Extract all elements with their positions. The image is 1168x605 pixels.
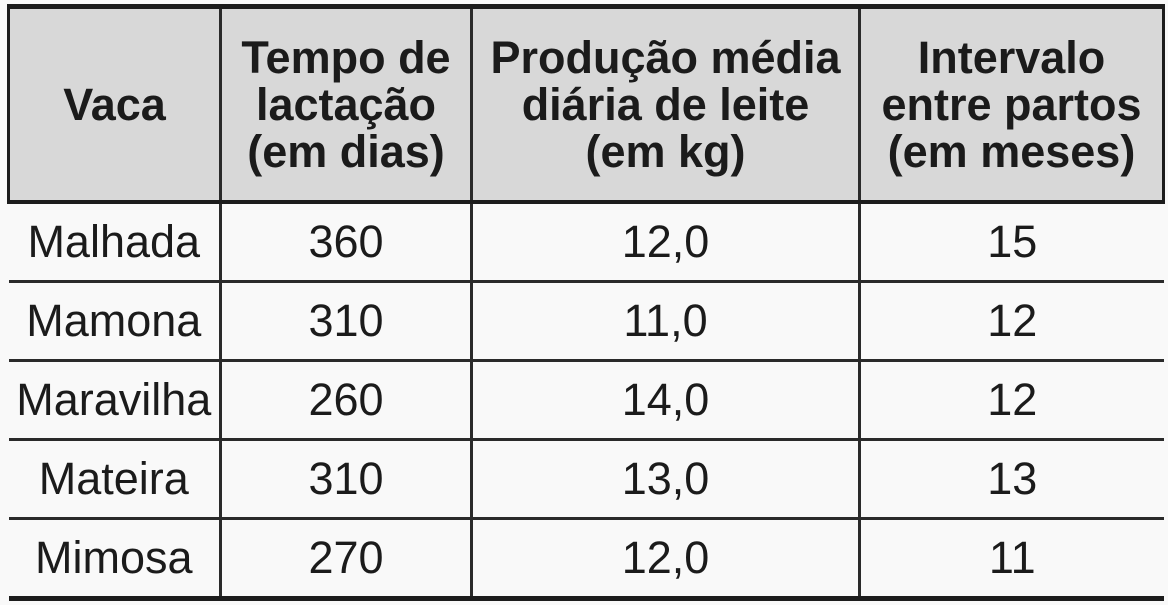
table-row: Mateira 310 13,0 13 [8,439,1164,520]
table-row: Malhada 360 12,0 15 [8,202,1164,283]
cell-vaca: Maravilha [8,360,221,441]
cell-tempo-lactacao: 270 [219,518,472,601]
table-header: Vaca Tempo de lactação (em dias) Produçã… [7,4,1165,204]
cell-tempo-lactacao: 260 [219,360,472,441]
cell-vaca: Malhada [8,202,221,283]
cell-intervalo-partos: 12 [858,360,1164,441]
table-row: Mimosa 270 12,0 11 [8,518,1164,601]
cell-tempo-lactacao: 310 [219,281,472,362]
cell-producao-media: 12,0 [470,202,860,283]
table-body: Malhada 360 12,0 15 Mamona 310 11,0 12 M… [8,202,1164,601]
cell-tempo-lactacao: 360 [219,202,472,283]
cell-intervalo-partos: 15 [858,202,1164,283]
table-row: Maravilha 260 14,0 12 [8,360,1164,441]
cell-vaca: Mateira [8,439,221,520]
cell-producao-media: 14,0 [470,360,860,441]
cell-producao-media: 12,0 [470,518,860,601]
header-row: Vaca Tempo de lactação (em dias) Produçã… [7,4,1165,204]
column-header-intervalo-partos: Intervalo entre partos (em meses) [858,4,1165,204]
cell-intervalo-partos: 12 [858,281,1164,362]
column-header-tempo-lactacao: Tempo de lactação (em dias) [219,4,472,204]
cell-tempo-lactacao: 310 [219,439,472,520]
cell-vaca: Mamona [8,281,221,362]
dairy-cows-table: Vaca Tempo de lactação (em dias) Produçã… [7,4,1165,601]
cell-vaca: Mimosa [8,518,221,601]
column-header-producao-media: Produção média diária de leite (em kg) [470,4,860,204]
cell-intervalo-partos: 13 [858,439,1164,520]
column-header-vaca: Vaca [7,4,221,204]
cell-producao-media: 13,0 [470,439,860,520]
cell-intervalo-partos: 11 [858,518,1164,601]
cell-producao-media: 11,0 [470,281,860,362]
table-row: Mamona 310 11,0 12 [8,281,1164,362]
